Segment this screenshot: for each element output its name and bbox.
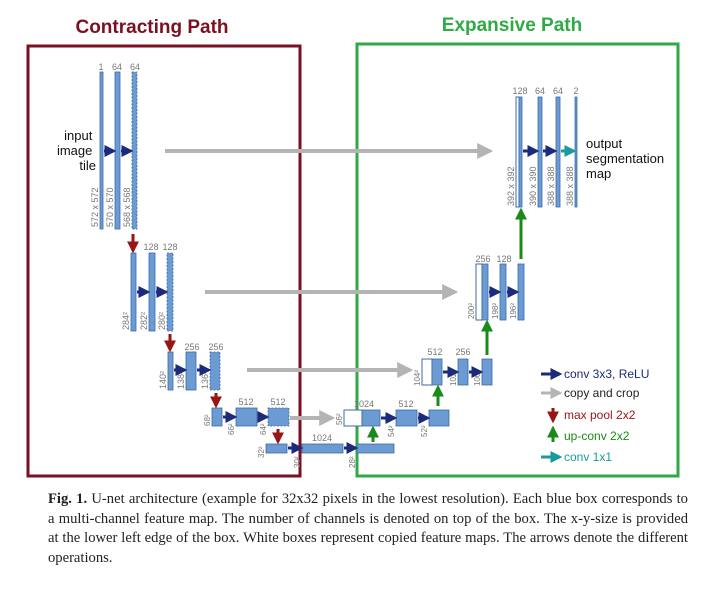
legend-upconv-label: up-conv 2x2 (564, 429, 630, 443)
size-label: 388 x 388 (565, 166, 575, 206)
channel-label: 64 (535, 86, 545, 96)
size-label: 568 x 568 (122, 187, 132, 227)
feature-map-c3b (209, 351, 221, 391)
channel-label: 512 (398, 399, 413, 409)
feature-map-c1a (114, 71, 121, 230)
feature-map-c3-pooled (167, 351, 174, 391)
size-label: 140² (158, 371, 168, 389)
size-label: 388 x 388 (546, 166, 556, 206)
channel-label: 512 (270, 397, 285, 407)
feature-map-c4b (267, 407, 290, 427)
legend-conv1x1-label: conv 1x1 (564, 450, 612, 464)
feature-map-c5-pooled (265, 443, 288, 454)
legend-pool-label: max pool 2x2 (564, 408, 636, 422)
channel-label: 256 (184, 342, 199, 352)
size-label: 28² (348, 456, 357, 468)
feature-map-c1b (131, 71, 138, 230)
feature-map-input (99, 71, 104, 230)
channel-label: 256 (208, 342, 223, 352)
figure-caption-label: Fig. 1. (48, 491, 88, 507)
size-label: 392 x 392 (506, 166, 516, 206)
figure-caption: Fig. 1. U-net architecture (example for … (48, 490, 688, 568)
feature-map-e1b (537, 96, 543, 208)
feature-map-c2-pooled (130, 252, 137, 332)
channel-label: 256 (475, 254, 490, 264)
legend: conv 3x3, ReLU copy and crop max pool 2x… (541, 367, 649, 464)
figure-caption-text: U-net architecture (example for 32x32 pi… (48, 491, 688, 566)
feature-map-e2-upsampled (481, 263, 489, 321)
size-label: 198² (491, 303, 500, 319)
channel-label: 256 (455, 347, 470, 357)
channel-label: 512 (427, 347, 442, 357)
channel-label: 1024 (354, 399, 374, 409)
contracting-path-title: Contracting Path (75, 17, 228, 38)
channel-label: 128 (162, 242, 177, 252)
size-label: 136² (200, 371, 210, 389)
channel-label: 1 (98, 62, 103, 72)
feature-map-e3c (481, 358, 493, 386)
feature-map-e2c (517, 263, 525, 321)
size-label: 64² (259, 423, 268, 435)
size-label: 104² (413, 370, 422, 386)
feature-map-e1-upsampled (518, 96, 523, 208)
size-label: 68² (203, 414, 212, 426)
size-label: 196² (509, 303, 518, 319)
feature-map-e1c (555, 96, 561, 208)
channel-label: 64 (130, 62, 140, 72)
size-label: 52² (420, 425, 429, 437)
legend-conv-label: conv 3x3, ReLU (564, 367, 649, 381)
feature-map-c5b (356, 443, 395, 454)
expansive-path-frame (355, 42, 680, 478)
size-label: 54² (387, 425, 396, 437)
feature-map-e4b (395, 409, 418, 427)
channel-label: 64 (553, 86, 563, 96)
channel-label: 2 (573, 86, 578, 96)
feature-map-c2a (148, 252, 156, 332)
size-label: 32² (257, 446, 266, 458)
size-label: 30² (293, 456, 302, 468)
feature-map-e1-copied (515, 96, 520, 208)
contracting-path-frame (26, 44, 302, 478)
channel-label: 64 (112, 62, 122, 72)
channel-label: 128 (512, 86, 527, 96)
size-label: 282² (139, 312, 149, 330)
input-image-tile-label: input image tile (57, 128, 96, 173)
expansive-path-title: Expansive Path (442, 15, 582, 36)
feature-map-e4-upsampled (361, 409, 381, 427)
size-label: 138² (176, 371, 186, 389)
size-label: 66² (227, 423, 236, 435)
feature-map-e3-upsampled (431, 358, 443, 386)
feature-map-e4-copied (343, 409, 363, 427)
size-label: 572 x 572 (90, 187, 100, 227)
size-label: 56² (335, 413, 344, 425)
feature-map-e3-copied (421, 358, 433, 386)
output-segmentation-map-label: output segmentation map (586, 136, 668, 181)
feature-map-c5a (301, 443, 344, 454)
size-label: 200² (467, 303, 476, 319)
channel-label: 1024 (312, 433, 332, 443)
feature-map-e2-copied (475, 263, 483, 321)
size-label: 280² (157, 312, 167, 330)
size-label: 284² (121, 312, 131, 330)
feature-map-output (574, 96, 578, 208)
feature-map-c4-pooled (211, 407, 223, 427)
feature-map-e2b (499, 263, 507, 321)
feature-map-c3a (185, 351, 197, 391)
feature-map-e4c (428, 409, 450, 427)
size-label: 570 x 570 (105, 187, 115, 227)
legend-copy-label: copy and crop (564, 386, 640, 400)
size-label: 390 x 390 (528, 166, 538, 206)
unet-diagram: Contracting Path Expansive Path input im… (26, 15, 680, 478)
channel-label: 512 (238, 397, 253, 407)
feature-map-c2b (166, 252, 174, 332)
feature-map-c4a (235, 407, 258, 427)
channel-label: 128 (496, 254, 511, 264)
feature-map-e3b (457, 358, 469, 386)
channel-label: 128 (143, 242, 158, 252)
